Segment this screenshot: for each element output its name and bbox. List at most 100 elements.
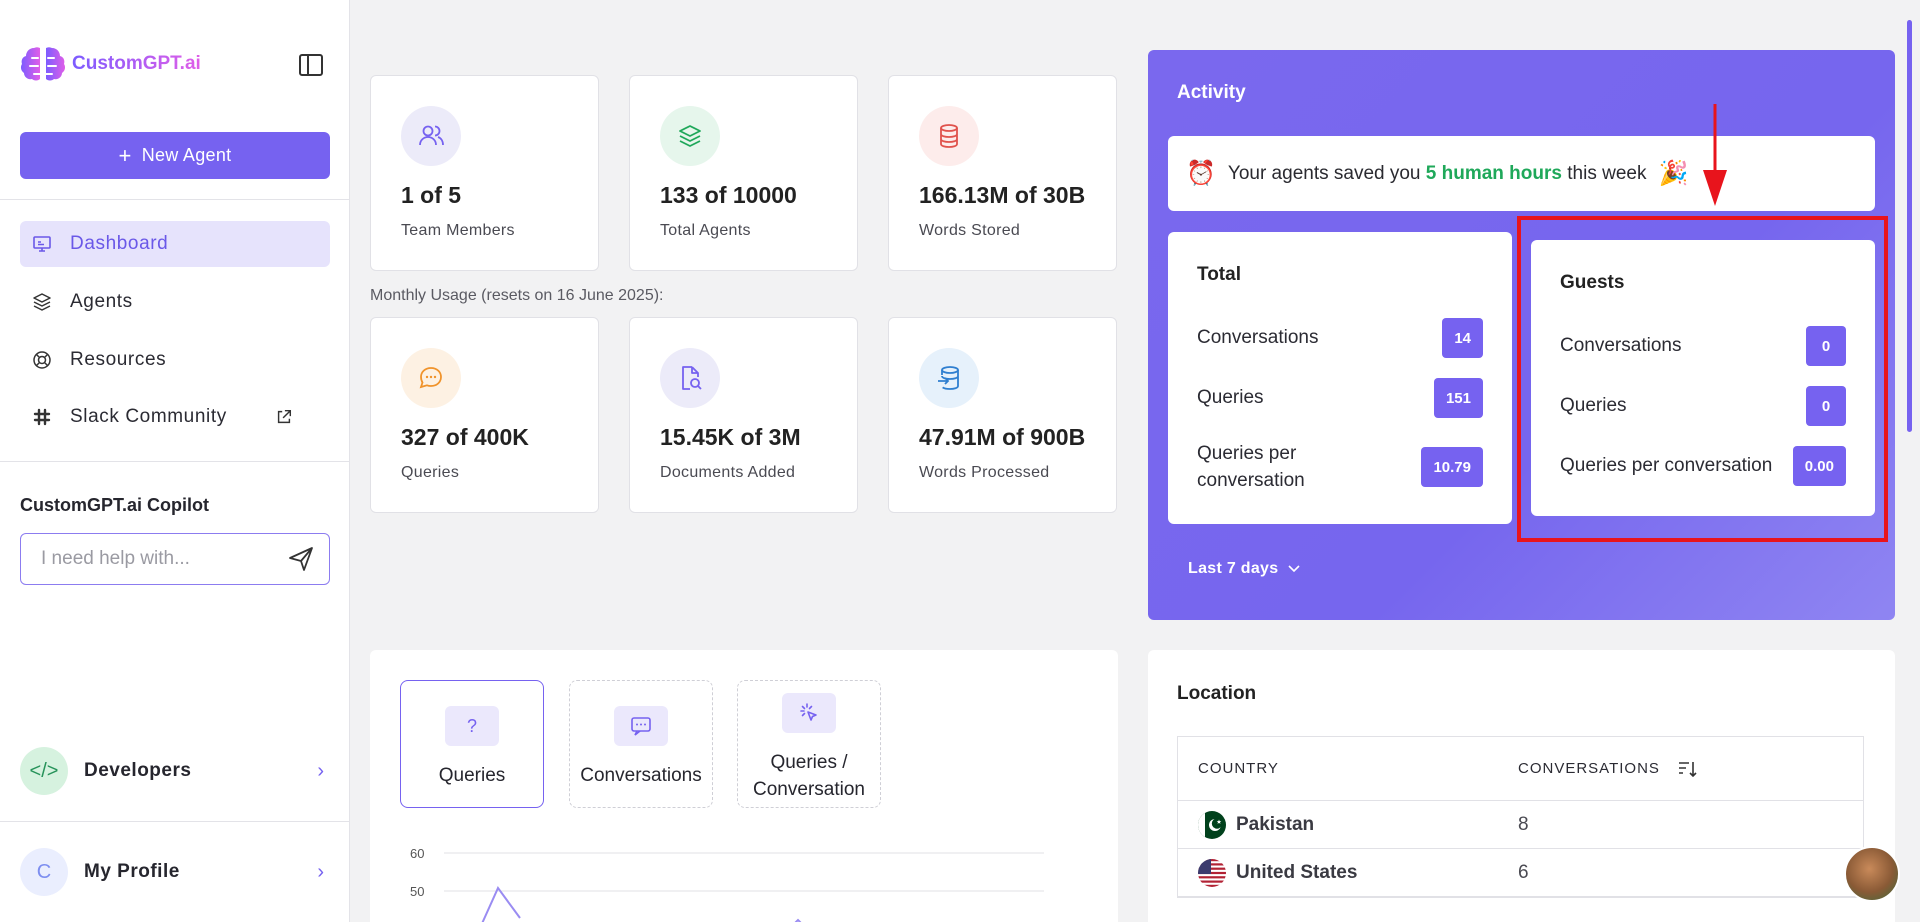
stat-value: 1 of 5 — [401, 182, 462, 208]
stat-value: 47.91M of 900B — [919, 424, 1086, 450]
tab-conversations[interactable]: Conversations — [569, 680, 713, 808]
column-header-country: COUNTRY — [1198, 760, 1279, 777]
tab-label-line: Queries / — [770, 752, 848, 773]
chat-bubble-icon — [401, 348, 461, 408]
sidebar-item-label: Agents — [70, 291, 133, 312]
developers-item[interactable]: </> Developers › — [20, 746, 330, 796]
metric-badge: 10.79 — [1421, 447, 1483, 487]
metric-badge: 14 — [1442, 318, 1483, 358]
chevron-right-icon: › — [317, 759, 324, 782]
date-range-label: Last 7 days — [1188, 560, 1279, 577]
location-panel: Location COUNTRY CONVERSATIONS Pakistan … — [1148, 650, 1895, 922]
divider — [0, 821, 349, 822]
brain-logo-icon — [20, 47, 66, 81]
sort-icon — [1678, 761, 1697, 777]
stat-card-words-processed: 47.91M of 900B Words Processed — [888, 317, 1117, 513]
tab-label-line: Conversation — [753, 779, 865, 800]
stat-value: 327 of 400K — [401, 424, 529, 450]
cursor-click-icon — [782, 693, 836, 733]
sidebar-toggle-icon[interactable] — [298, 53, 324, 77]
y-tick-label: 60 — [410, 846, 424, 861]
developers-label: Developers — [84, 760, 192, 781]
sidebar-item-label: Dashboard — [70, 233, 169, 254]
stat-card-words-stored: 166.13M of 30B Words Stored — [888, 75, 1117, 271]
support-chat-avatar[interactable] — [1844, 846, 1900, 902]
tab-label: Queries — [438, 765, 506, 786]
activity-title: Activity — [1177, 82, 1246, 103]
brand-logo[interactable]: CustomGPT.ai — [20, 44, 201, 84]
sidebar-item-label: Resources — [70, 349, 167, 370]
column-header-label: CONVERSATIONS — [1518, 760, 1660, 777]
saved-highlight: 5 human hours — [1425, 162, 1562, 184]
external-link-icon — [277, 409, 291, 424]
sidebar-item-slack-community[interactable]: Slack Community — [20, 394, 330, 440]
us-flag-icon — [1198, 858, 1226, 887]
sidebar: CustomGPT.ai + New Agent Dashboard Agent… — [0, 0, 350, 922]
country-name: Pakistan — [1236, 813, 1315, 835]
metric-badge: 0 — [1806, 386, 1846, 426]
divider — [0, 461, 349, 462]
metric-label: Queries per conversation — [1560, 455, 1773, 476]
chevron-down-icon — [1288, 565, 1301, 573]
total-metrics-card: Total Conversations 14 Queries 151 Queri… — [1168, 232, 1512, 524]
guests-conversations-row: Conversations 0 — [1560, 326, 1846, 366]
table-row: United States 6 — [1178, 849, 1863, 897]
saved-suffix: this week — [1567, 162, 1647, 184]
stat-label: Team Members — [401, 222, 515, 239]
activity-panel: Activity ⏰ Your agents saved you 5 human… — [1148, 50, 1895, 620]
metric-label: Queries — [1560, 395, 1627, 416]
stat-label: Queries — [401, 464, 460, 481]
database-import-icon — [919, 348, 979, 408]
metric-label: Queries — [1197, 387, 1264, 408]
hours-saved-banner: ⏰ Your agents saved you 5 human hours th… — [1168, 136, 1875, 211]
series-line — [794, 918, 802, 922]
send-icon[interactable] — [287, 545, 315, 573]
date-range-dropdown[interactable]: Last 7 days — [1188, 560, 1301, 578]
tab-label: Queries / Conversation — [753, 749, 865, 803]
copilot-input[interactable] — [41, 548, 287, 570]
pakistan-flag-icon — [1198, 810, 1226, 839]
guests-qpc-row: Queries per conversation 0.00 — [1560, 446, 1846, 486]
database-icon — [919, 106, 979, 166]
stat-label: Words Stored — [919, 222, 1021, 239]
sidebar-item-agents[interactable]: Agents — [20, 279, 330, 325]
monthly-usage-note: Monthly Usage (resets on 16 June 2025): — [370, 287, 664, 304]
my-profile-item[interactable]: C My Profile › — [20, 847, 330, 897]
chevron-right-icon: › — [317, 860, 324, 883]
stat-label: Total Agents — [660, 222, 751, 239]
country-cell: Pakistan — [1178, 810, 1518, 839]
stat-value: 166.13M of 30B — [919, 182, 1086, 208]
my-profile-label: My Profile — [84, 861, 180, 882]
party-popper-icon: 🎉 — [1658, 160, 1689, 187]
brand-name: CustomGPT.ai — [72, 53, 201, 74]
stat-card-team-members: 1 of 5 Team Members — [370, 75, 599, 271]
saved-prefix: Your agents saved you — [1227, 162, 1421, 184]
alarm-clock-icon: ⏰ — [1186, 160, 1216, 187]
tab-queries[interactable]: ? Queries — [400, 680, 544, 808]
metric-badge: 0 — [1806, 326, 1846, 366]
layers-icon — [660, 106, 720, 166]
location-table: COUNTRY CONVERSATIONS Pakistan 8 — [1177, 736, 1864, 898]
country-cell: United States — [1178, 858, 1518, 887]
usage-line-chart: 60 50 — [410, 846, 1044, 922]
location-title: Location — [1177, 683, 1257, 704]
sidebar-item-label: Slack Community — [70, 406, 227, 427]
conversation-count: 8 — [1518, 813, 1529, 835]
saved-text: Your agents saved you 5 human hours this… — [1228, 163, 1647, 185]
total-conversations-row: Conversations 14 — [1197, 318, 1483, 358]
tab-queries-per-conversation[interactable]: Queries / Conversation — [737, 680, 881, 808]
metric-badge: 0.00 — [1792, 446, 1846, 486]
new-agent-button[interactable]: + New Agent — [20, 132, 330, 179]
sidebar-item-dashboard[interactable]: Dashboard — [20, 221, 330, 267]
column-header-conversations[interactable]: CONVERSATIONS — [1518, 760, 1698, 778]
sidebar-item-resources[interactable]: Resources — [20, 337, 330, 383]
plus-icon: + — [118, 142, 132, 168]
guests-queries-row: Queries 0 — [1560, 386, 1846, 426]
usage-chart-panel: ? Queries Conversations Queries / Conver… — [370, 650, 1118, 922]
guests-metrics-card: Guests Conversations 0 Queries 0 Queries… — [1531, 240, 1875, 516]
country-name: United States — [1236, 861, 1358, 883]
layers-icon — [33, 293, 51, 311]
page-scrollbar[interactable] — [1907, 20, 1912, 432]
annotation-highlight-box — [1517, 216, 1888, 542]
stat-value: 15.45K of 3M — [660, 424, 801, 450]
